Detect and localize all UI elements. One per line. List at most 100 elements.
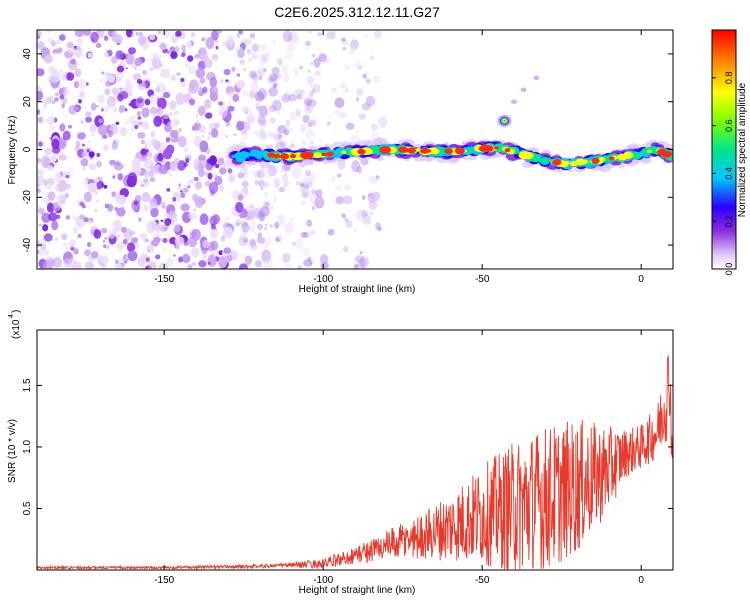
heatmap-noise-cell [268, 204, 275, 211]
heatmap-noise-cell [125, 67, 129, 70]
heatmap-noise-cell [56, 193, 66, 207]
heatmap-noise-cell [116, 65, 125, 73]
heatmap-noise-cell [117, 234, 121, 238]
heatmap-band-cell [370, 147, 376, 151]
heatmap-noise-cell [275, 141, 285, 151]
heatmap-noise-cell [332, 108, 342, 117]
heatmap-noise-cell [192, 193, 199, 202]
heatmap-band-cell [642, 143, 649, 148]
heatmap-noise-cell [258, 179, 264, 188]
heatmap-noise-cell [140, 139, 145, 145]
heatmap-noise-cell [79, 90, 85, 99]
heatmap-band-cell [454, 147, 465, 155]
heatmap-noise-cell [152, 233, 162, 244]
heatmap-noise-cell [136, 79, 143, 84]
heatmap-noise-cell [228, 250, 239, 261]
heatmap-noise-cell [193, 209, 196, 212]
heatmap-noise-cell [150, 207, 159, 218]
heatmap-noise-cell [61, 71, 68, 81]
heatmap-noise-cell [256, 223, 263, 231]
heatmap-noise-cell [54, 92, 59, 97]
x-tick-label: -50 [475, 274, 490, 285]
heatmap-noise-cell [311, 189, 317, 194]
heatmap-noise-cell [103, 184, 108, 189]
heatmap-noise-cell [307, 105, 314, 113]
heatmap-noise-cell [88, 151, 95, 158]
heatmap-noise-cell [228, 91, 235, 98]
colorbar-ticks: 0.0 0.2 0.4 0.6 0.8 [712, 72, 734, 275]
heatmap-noise-cell [42, 224, 49, 232]
heatmap-noise-cell [100, 227, 108, 234]
heatmap-noise-cell [59, 123, 66, 132]
heatmap-noise-cell [296, 112, 302, 118]
heatmap-side-blob [499, 116, 509, 125]
heatmap-noise-cell [84, 261, 94, 269]
heatmap-noise-cell [227, 105, 235, 112]
heatmap-noise-cell [125, 121, 129, 124]
heatmap-noise-cell [284, 51, 294, 61]
heatmap-noise-cell [171, 34, 179, 44]
heatmap-noise-cell [275, 237, 281, 243]
heatmap-noise-cell [198, 154, 207, 161]
heatmap-noise-cell [320, 254, 329, 264]
heatmap-noise-cell [88, 220, 92, 225]
heatmap-band-cell [469, 155, 477, 161]
heatmap-noise-cell [160, 219, 164, 222]
heatmap-noise-cell [285, 263, 292, 269]
heatmap-noise-cell [219, 185, 224, 192]
heatmap-band-cell [341, 150, 347, 154]
heatmap-noise-cell [96, 199, 99, 203]
heatmap-noise-cell [37, 91, 43, 101]
y-tick-label: -40 [22, 237, 33, 252]
heatmap-noise-cell [104, 203, 110, 209]
heatmap-noise-cell [38, 141, 43, 147]
heatmap-noise-cell [227, 168, 233, 174]
snr-frame [36, 329, 674, 571]
heatmap-band-cell [427, 147, 439, 155]
heatmap-noise-cell [104, 51, 109, 58]
heatmap-noise-cell [148, 169, 155, 178]
heatmap-band-cell [273, 153, 281, 159]
heatmap-noise-cell [89, 123, 97, 133]
heatmap-noise-cell [37, 249, 44, 256]
heatmap-noise-cell [65, 114, 68, 118]
heatmap-noise-cell [176, 160, 187, 171]
heatmap-noise-cell [296, 180, 300, 186]
heatmap-band-cell [420, 147, 430, 154]
heatmap-noise-cell [218, 101, 224, 106]
heatmap-noise-cell [198, 50, 202, 54]
heatmap-noise-cell [50, 39, 57, 47]
heatmap-noise-cell [375, 175, 380, 180]
heatmap-noise-cell [116, 241, 124, 251]
heatmap-noise-cell [274, 178, 281, 187]
heatmap-noise-cell [300, 201, 306, 206]
heatmap-noise-cell [340, 112, 346, 119]
heatmap-noise-cell [357, 258, 366, 269]
heatmap-noise-cell [91, 251, 99, 259]
heatmap-noise-cell [299, 65, 303, 70]
heatmap-noise-cell [183, 185, 187, 189]
heatmap-noise-cell [74, 30, 84, 38]
heatmap-noise-cell [329, 115, 332, 119]
heatmap-noise-cell [162, 30, 171, 39]
heatmap-noise-cell [289, 143, 295, 149]
heatmap-noise-cell [73, 46, 83, 58]
y-tick-label: 0 [22, 146, 33, 152]
heatmap-noise-cell [56, 214, 61, 219]
heatmap-noise-cell [377, 226, 382, 232]
heatmap-noise-cell [207, 254, 217, 267]
heatmap-noise-cell [288, 217, 295, 224]
snr-y-label: SNR (10 * v/v) [7, 419, 18, 483]
heatmap-noise-cell [184, 63, 188, 68]
heatmap-noise-cell [137, 35, 147, 46]
heatmap-noise-cell [256, 169, 265, 179]
heatmap-noise-cell [263, 181, 269, 188]
heatmap-noise-cell [205, 112, 213, 119]
heatmap-noise-cell [137, 132, 146, 139]
heatmap-noise-cell [265, 224, 268, 226]
heatmap-noise-cell [235, 222, 240, 227]
heatmap-noise-cell [279, 140, 288, 149]
heatmap-noise-cell [139, 232, 148, 240]
heatmap-band-cell [321, 152, 327, 157]
heatmap-noise-cell [283, 91, 291, 101]
